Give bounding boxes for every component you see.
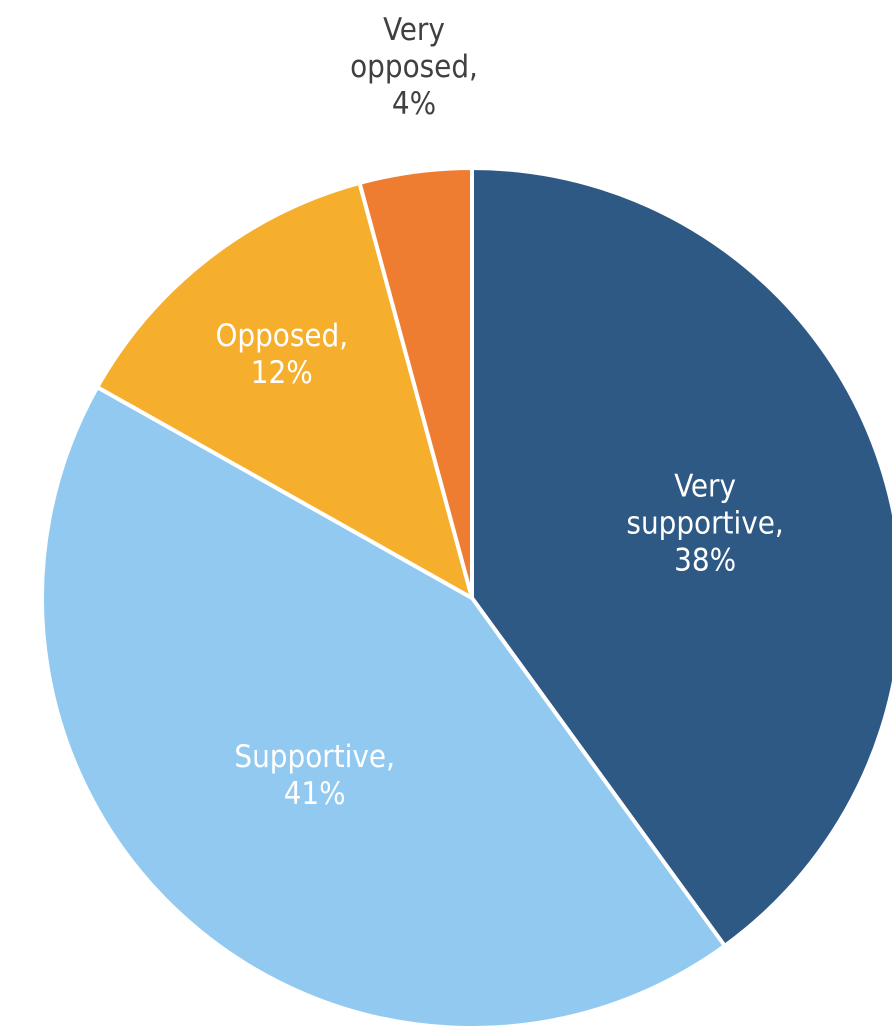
slice-label-line: 41%	[284, 776, 346, 812]
slice-label-line: 4%	[392, 86, 436, 122]
pie-labels: Very supportive, 38%Supportive, 41%Opposed,…	[215, 12, 783, 812]
slice-label-line: Supportive,	[234, 739, 395, 775]
slice-label-line: opposed,	[350, 49, 478, 85]
pie-slice-supportive	[40, 385, 727, 1030]
pie-slices	[40, 166, 892, 1030]
slice-label-line: 12%	[251, 355, 313, 391]
slice-label-line: Opposed,	[215, 318, 348, 354]
slice-label-line: Very	[674, 468, 736, 504]
pie-slice-very-opposed	[357, 166, 474, 600]
pie-slice-opposed	[95, 180, 474, 600]
slice-label-very-supportive: Very supportive, 38%	[626, 468, 783, 578]
slice-label-line: 38%	[674, 542, 736, 578]
slice-label-supportive: Supportive, 41%	[234, 739, 395, 812]
slice-label-line: Very	[383, 12, 445, 48]
slice-label-line: supportive,	[626, 505, 783, 541]
slice-label-opposed: Opposed, 12%	[215, 318, 348, 391]
slice-label-very-opposed: Very opposed, 4%	[350, 12, 478, 122]
pie-slice-very-supportive	[470, 166, 892, 948]
